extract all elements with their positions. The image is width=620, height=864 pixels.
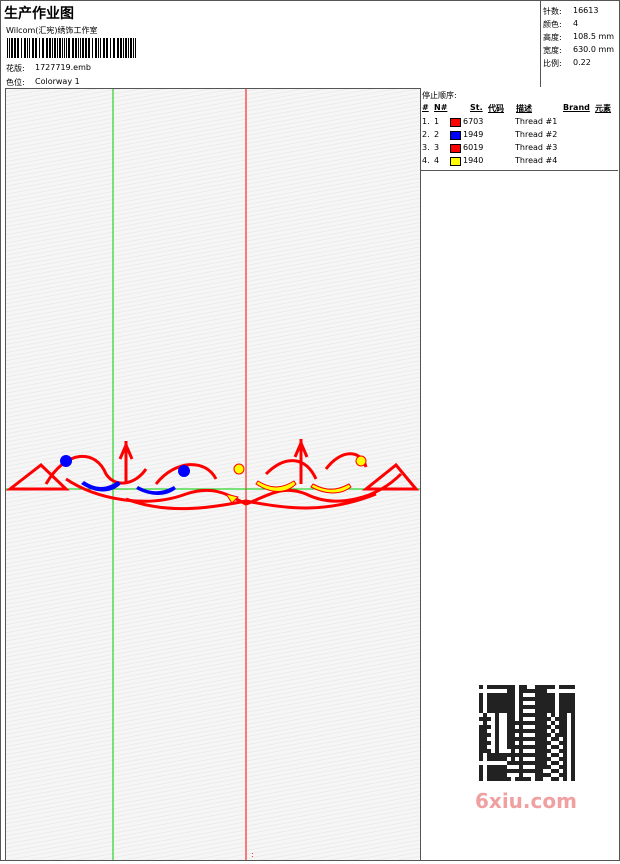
column-header: Brand xyxy=(563,103,590,112)
stop-sequence-title: 停止顺序: xyxy=(422,91,457,100)
color-swatch xyxy=(450,131,461,140)
design-file: 1727719.emb xyxy=(35,63,91,72)
title: 生产作业图 xyxy=(4,6,74,22)
row-description: Thread #1 xyxy=(515,117,558,126)
row-code: 1940 xyxy=(463,156,484,165)
design-preview: : xyxy=(5,89,420,860)
stat-value: 4 xyxy=(573,19,579,28)
stat-label: 比例: xyxy=(543,59,562,68)
stat-label: 高度: xyxy=(543,33,562,42)
color-swatch xyxy=(450,144,461,153)
row-code: 6703 xyxy=(463,117,484,126)
row-index: 2. xyxy=(422,130,430,139)
stop-sequence: 停止顺序: # N# St. 代码 描述 Brand 元素 1. 1 6703 Thread #1 2… xyxy=(420,88,618,171)
row-n: 3 xyxy=(434,143,440,152)
row-description: Thread #4 xyxy=(515,156,558,165)
colorway: Colorway 1 xyxy=(35,77,80,86)
stat-value: 16613 xyxy=(573,6,599,15)
stat-label: 颜色: xyxy=(543,20,562,29)
row-description: Thread #2 xyxy=(515,130,558,139)
watermark: 6xiu.com xyxy=(475,789,577,813)
barcode xyxy=(7,38,136,58)
row-n: 4 xyxy=(434,156,440,165)
row-n: 1 xyxy=(434,117,440,126)
row-index: 4. xyxy=(422,156,430,165)
column-header: N# xyxy=(434,103,448,112)
stat-value: 108.5 mm xyxy=(573,32,615,41)
row-index: 3. xyxy=(422,143,430,152)
stat-value: 0.22 xyxy=(573,58,591,67)
stat-label: 宽度: xyxy=(543,46,562,55)
row-code: 1949 xyxy=(463,130,484,139)
row-code: 6019 xyxy=(463,143,484,152)
colorway-label: 色位: xyxy=(6,78,25,87)
column-header: St. xyxy=(470,103,483,112)
row-description: Thread #3 xyxy=(515,143,558,152)
stat-value: 630.0 mm xyxy=(573,45,615,54)
row-n: 2 xyxy=(434,130,440,139)
qr-code xyxy=(479,685,575,781)
color-swatch xyxy=(450,157,461,166)
stats: 针数: 16613 颜色: 4 高度: 108.5 mm 宽度: 630.0 mm 比例: 0.2… xyxy=(540,1,620,87)
column-header: # xyxy=(422,103,429,112)
design-label: 花版: xyxy=(6,64,25,73)
studio: Wilcom(汇宪)绣饰工作室 xyxy=(6,26,98,35)
svg-text::: : xyxy=(251,850,254,859)
color-swatch xyxy=(450,118,461,127)
column-header: 描述 xyxy=(516,104,532,113)
design-canvas: : xyxy=(5,88,421,861)
stat-label: 针数: xyxy=(543,7,562,16)
row-index: 1. xyxy=(422,117,430,126)
column-header: 元素 xyxy=(595,104,611,113)
column-header: 代码 xyxy=(488,104,504,113)
